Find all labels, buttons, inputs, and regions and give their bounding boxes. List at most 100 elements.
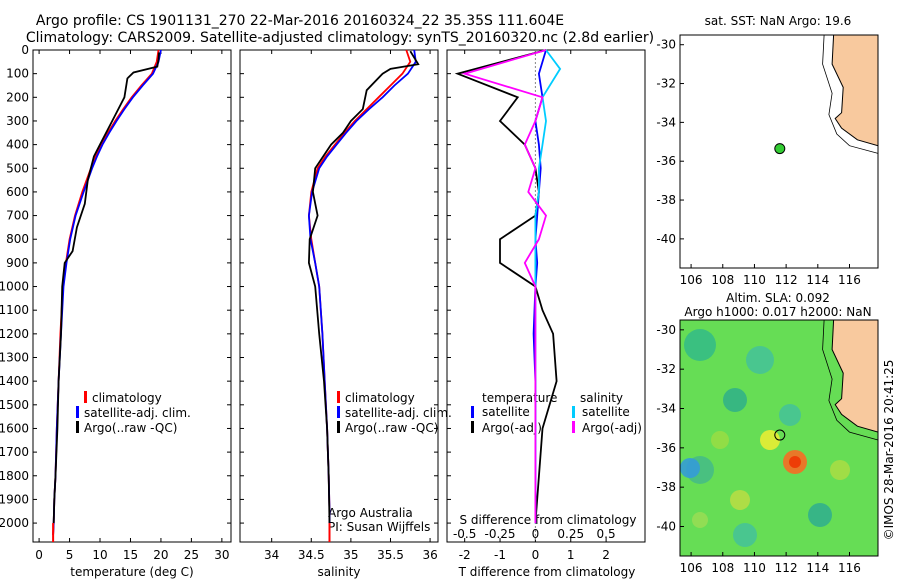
map-y-tick-label: -30 bbox=[656, 38, 676, 52]
sla-field bbox=[680, 329, 850, 547]
map-x-tick-label: 112 bbox=[775, 273, 798, 287]
legend-argo-temp: Argo(-adj) bbox=[482, 421, 542, 435]
sst-map-title: sat. SST: NaN Argo: 19.6 bbox=[705, 14, 852, 28]
legend-argo-raw: Argo(..raw -QC) bbox=[84, 421, 177, 435]
salinity-legend: climatology satellite-adj. clim. Argo(..… bbox=[337, 391, 452, 435]
map-y-tick-label: -38 bbox=[656, 480, 676, 494]
map-x-tick-label: 108 bbox=[711, 273, 734, 287]
salinity-xlabel: salinity bbox=[317, 565, 360, 579]
map-y-tick-label: -32 bbox=[656, 77, 676, 91]
x-tick-label: 15 bbox=[123, 548, 138, 562]
sla-map-panel bbox=[679, 319, 879, 557]
x-tick-label: 0 bbox=[532, 548, 540, 562]
difference-xlabel: T difference from climatology bbox=[458, 565, 636, 579]
shelf-contour bbox=[822, 34, 879, 154]
x-tick-label: 36 bbox=[422, 548, 437, 562]
depth-tick-label: 700 bbox=[6, 209, 29, 223]
map-x-tick-label: 114 bbox=[806, 561, 829, 575]
map-y-tick-label: -38 bbox=[656, 193, 676, 207]
legend-sat-temp: satellite bbox=[482, 405, 530, 419]
x2-tick-label: 0.5 bbox=[597, 527, 616, 541]
depth-tick-label: 800 bbox=[6, 232, 29, 246]
depth-tick-label: 1500 bbox=[0, 398, 29, 412]
legend-argo-raw-2: Argo(..raw -QC) bbox=[345, 421, 438, 435]
land-mass bbox=[831, 34, 879, 147]
depth-tick-label: 1000 bbox=[0, 280, 29, 294]
x-tick-label: 25 bbox=[184, 548, 199, 562]
agency-label: Argo Australia bbox=[328, 506, 413, 520]
series-line bbox=[52, 49, 162, 535]
x-tick-label: 34 bbox=[264, 548, 279, 562]
depth-tick-label: 100 bbox=[6, 67, 29, 81]
map-x-tick-label: 112 bbox=[775, 561, 798, 575]
climatology-title: Climatology: CARS2009. Satellite-adjuste… bbox=[26, 30, 654, 46]
depth-tick-label: 2000 bbox=[0, 516, 29, 530]
map-x-tick-label: 106 bbox=[680, 561, 703, 575]
shelf-contour bbox=[822, 319, 879, 441]
sla-blob bbox=[779, 404, 801, 426]
float-location-marker bbox=[774, 429, 786, 441]
depth-tick-label: 1700 bbox=[0, 445, 29, 459]
map-x-tick-label: 114 bbox=[806, 273, 829, 287]
map-y-tick-label: -34 bbox=[656, 402, 676, 416]
series-line bbox=[454, 49, 558, 524]
map-x-tick-label: 108 bbox=[711, 561, 734, 575]
land-mass bbox=[831, 319, 879, 433]
depth-tick-label: 900 bbox=[6, 256, 29, 270]
depth-tick-label: 500 bbox=[6, 161, 29, 175]
map-y-tick-label: -40 bbox=[656, 520, 676, 534]
sla-blob bbox=[760, 430, 780, 450]
series-line bbox=[461, 49, 547, 524]
pi-label: PI: Susan Wijffels bbox=[328, 520, 430, 534]
x-tick-label: 35 bbox=[343, 548, 358, 562]
depth-tick-label: 1100 bbox=[0, 303, 29, 317]
legend-climatology-2: climatology bbox=[345, 391, 415, 405]
depth-tick-label: 1300 bbox=[0, 351, 29, 365]
x2-tick-label: -0.5 bbox=[453, 527, 476, 541]
depth-tick-label: 0 bbox=[21, 43, 29, 57]
sla-blob bbox=[789, 456, 801, 468]
legend-salinity: salinity bbox=[580, 391, 623, 405]
legend-sat-sal: satellite bbox=[582, 405, 630, 419]
sla-blob bbox=[723, 388, 747, 412]
temperature-xlabel: temperature (deg C) bbox=[70, 565, 193, 579]
sla-map-title: Altim. SLA: 0.092 bbox=[726, 291, 830, 305]
map-y-tick-label: -30 bbox=[656, 323, 676, 337]
series-line bbox=[52, 49, 160, 535]
difference-legend: temperature salinity satellite Argo(-adj… bbox=[471, 391, 642, 435]
x-tick-label: 20 bbox=[153, 548, 168, 562]
sla-map-subtitle: Argo h1000: 0.017 h2000: NaN bbox=[684, 305, 871, 319]
salinity-panel bbox=[239, 49, 439, 543]
x-tick-label: 34.5 bbox=[298, 548, 325, 562]
legend-climatology: climatology bbox=[92, 391, 162, 405]
depth-tick-label: 1400 bbox=[0, 374, 29, 388]
sla-blob bbox=[680, 458, 700, 478]
map-y-tick-label: -32 bbox=[656, 362, 676, 376]
x-tick-label: 35.5 bbox=[377, 548, 404, 562]
map-y-tick-label: -34 bbox=[656, 115, 676, 129]
map-x-tick-label: 116 bbox=[838, 273, 861, 287]
x-tick-label: -2 bbox=[459, 548, 471, 562]
series-line bbox=[307, 49, 417, 535]
map-y-tick-label: -40 bbox=[656, 232, 676, 246]
sla-blob bbox=[730, 490, 750, 510]
map-y-tick-label: -36 bbox=[656, 154, 676, 168]
depth-tick-label: 300 bbox=[6, 114, 29, 128]
sla-blob bbox=[711, 431, 729, 449]
series-line bbox=[307, 50, 420, 524]
legend-argo-sal: Argo(-adj) bbox=[582, 421, 642, 435]
sla-blob bbox=[808, 503, 832, 527]
depth-tick-label: 1900 bbox=[0, 492, 29, 506]
depth-tick-label: 1600 bbox=[0, 421, 29, 435]
legend-temperature: temperature bbox=[482, 391, 557, 405]
timestamp-label: ©IMOS 28-Mar-2016 20:41:25 bbox=[882, 360, 896, 541]
depth-tick-label: 1800 bbox=[0, 469, 29, 483]
temperature-legend: climatology satellite-adj. clim. Argo(..… bbox=[76, 391, 191, 435]
map-y-tick-label: -36 bbox=[656, 441, 676, 455]
chart-marks: 0100200300400500600700800900100011001200… bbox=[0, 34, 879, 575]
depth-tick-label: 600 bbox=[6, 185, 29, 199]
x-tick-label: 1 bbox=[567, 548, 575, 562]
s-difference-label: S difference from climatology bbox=[460, 513, 637, 527]
legend-satellite-adj: satellite-adj. clim. bbox=[84, 406, 191, 420]
